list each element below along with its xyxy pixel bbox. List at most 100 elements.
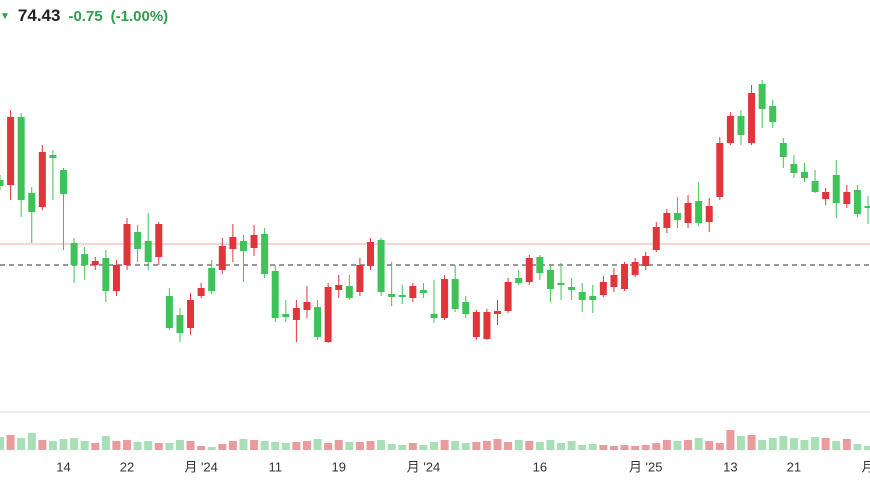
x-tick-label: 11 bbox=[268, 459, 282, 474]
candle-body bbox=[208, 268, 216, 291]
candle-body bbox=[652, 227, 660, 250]
volume-bar bbox=[599, 445, 608, 450]
volume-bar bbox=[292, 442, 301, 450]
volume-bar bbox=[821, 438, 830, 450]
candle-body bbox=[49, 155, 57, 158]
header: ▼ 74.43 -0.75 (-1.00%) bbox=[0, 6, 168, 26]
volume-bar bbox=[578, 445, 587, 450]
x-tick-label: 月 '24 bbox=[407, 459, 441, 474]
candle-body bbox=[822, 192, 830, 199]
volume-bar bbox=[631, 446, 640, 450]
candle-body bbox=[472, 312, 480, 337]
x-tick-label: 16 bbox=[533, 459, 547, 474]
candle-body bbox=[250, 235, 258, 248]
volume-bar bbox=[112, 441, 121, 450]
volume-bar bbox=[684, 440, 693, 450]
volume-bar bbox=[239, 439, 248, 450]
candle-body bbox=[726, 116, 734, 143]
candle-body bbox=[271, 271, 279, 318]
candle-body bbox=[504, 282, 512, 311]
candle-body bbox=[377, 240, 385, 292]
candle-body bbox=[462, 302, 470, 314]
candle-body bbox=[494, 311, 502, 314]
volume-bar bbox=[6, 435, 15, 450]
volume-bar bbox=[387, 444, 396, 450]
volume-bar bbox=[694, 438, 703, 450]
volume-bar bbox=[281, 443, 290, 450]
candle-body bbox=[261, 234, 269, 274]
volume-bar bbox=[705, 441, 714, 450]
volume-bar bbox=[38, 440, 47, 450]
candle-body bbox=[610, 275, 618, 287]
candle-body bbox=[642, 256, 650, 266]
volume-bar bbox=[0, 437, 4, 450]
candle-body bbox=[81, 254, 89, 265]
candle-body bbox=[663, 213, 671, 228]
candle-body bbox=[218, 246, 226, 270]
volume-bar bbox=[472, 442, 481, 450]
volume-bar bbox=[726, 430, 735, 450]
x-tick-label: 月 '25 bbox=[629, 459, 663, 474]
candle-body bbox=[144, 241, 152, 262]
volume-bar bbox=[525, 441, 534, 450]
change-percent: (-1.00%) bbox=[110, 7, 169, 25]
candle-body bbox=[398, 295, 406, 297]
candle-body bbox=[335, 285, 343, 290]
x-tick-label: 21 bbox=[787, 459, 801, 474]
volume-bar bbox=[91, 443, 100, 450]
candle-body bbox=[578, 292, 586, 300]
candle-body bbox=[155, 224, 163, 257]
volume-bar bbox=[482, 441, 491, 450]
volume-bar bbox=[377, 440, 386, 450]
down-arrow: ▼ bbox=[0, 10, 10, 22]
volume-bar bbox=[493, 439, 502, 450]
volume-bar bbox=[736, 436, 745, 450]
volume-bar bbox=[662, 440, 671, 450]
candle-body bbox=[684, 203, 692, 223]
volume-bar bbox=[271, 442, 280, 450]
volume-bar bbox=[398, 445, 407, 450]
volume-bar bbox=[250, 440, 259, 450]
volume-bar bbox=[514, 440, 523, 450]
volume-bar bbox=[461, 443, 470, 450]
volume-bar bbox=[557, 443, 566, 450]
volume-bar bbox=[609, 446, 618, 450]
candle-body bbox=[239, 241, 247, 251]
candle-body bbox=[134, 232, 142, 249]
candle-body bbox=[38, 152, 46, 207]
candle-body bbox=[176, 315, 184, 333]
volume-bar bbox=[419, 445, 428, 450]
candle-body bbox=[430, 314, 438, 318]
candle-body bbox=[28, 193, 36, 212]
candle-body bbox=[441, 279, 449, 318]
candle-body bbox=[589, 296, 597, 300]
volume-bar bbox=[451, 441, 460, 450]
volume-bar bbox=[27, 433, 36, 450]
volume-bar bbox=[715, 443, 724, 450]
candle-body bbox=[419, 290, 427, 293]
candle-body bbox=[303, 302, 311, 310]
volume-bar bbox=[842, 439, 851, 450]
volume-bar bbox=[641, 445, 650, 450]
candle-body bbox=[515, 278, 523, 283]
candle-body bbox=[695, 201, 703, 223]
volume-bar bbox=[864, 446, 870, 450]
candle-body bbox=[843, 192, 851, 204]
volume-bar bbox=[546, 440, 555, 450]
volume-bar bbox=[800, 440, 809, 450]
volume-bar bbox=[366, 441, 375, 450]
candle-body bbox=[800, 172, 808, 178]
volume-bar bbox=[504, 442, 513, 450]
candle-body bbox=[91, 261, 99, 265]
volume-bar bbox=[768, 438, 777, 450]
volume-bar bbox=[832, 441, 841, 450]
candle-body bbox=[356, 265, 364, 292]
candle-body bbox=[282, 314, 290, 317]
volume-bar bbox=[144, 441, 153, 450]
candle-body bbox=[737, 116, 745, 135]
volume-bar bbox=[789, 438, 798, 450]
volume-bar bbox=[207, 447, 216, 450]
volume-bar bbox=[313, 439, 322, 450]
candle-body bbox=[811, 181, 819, 192]
